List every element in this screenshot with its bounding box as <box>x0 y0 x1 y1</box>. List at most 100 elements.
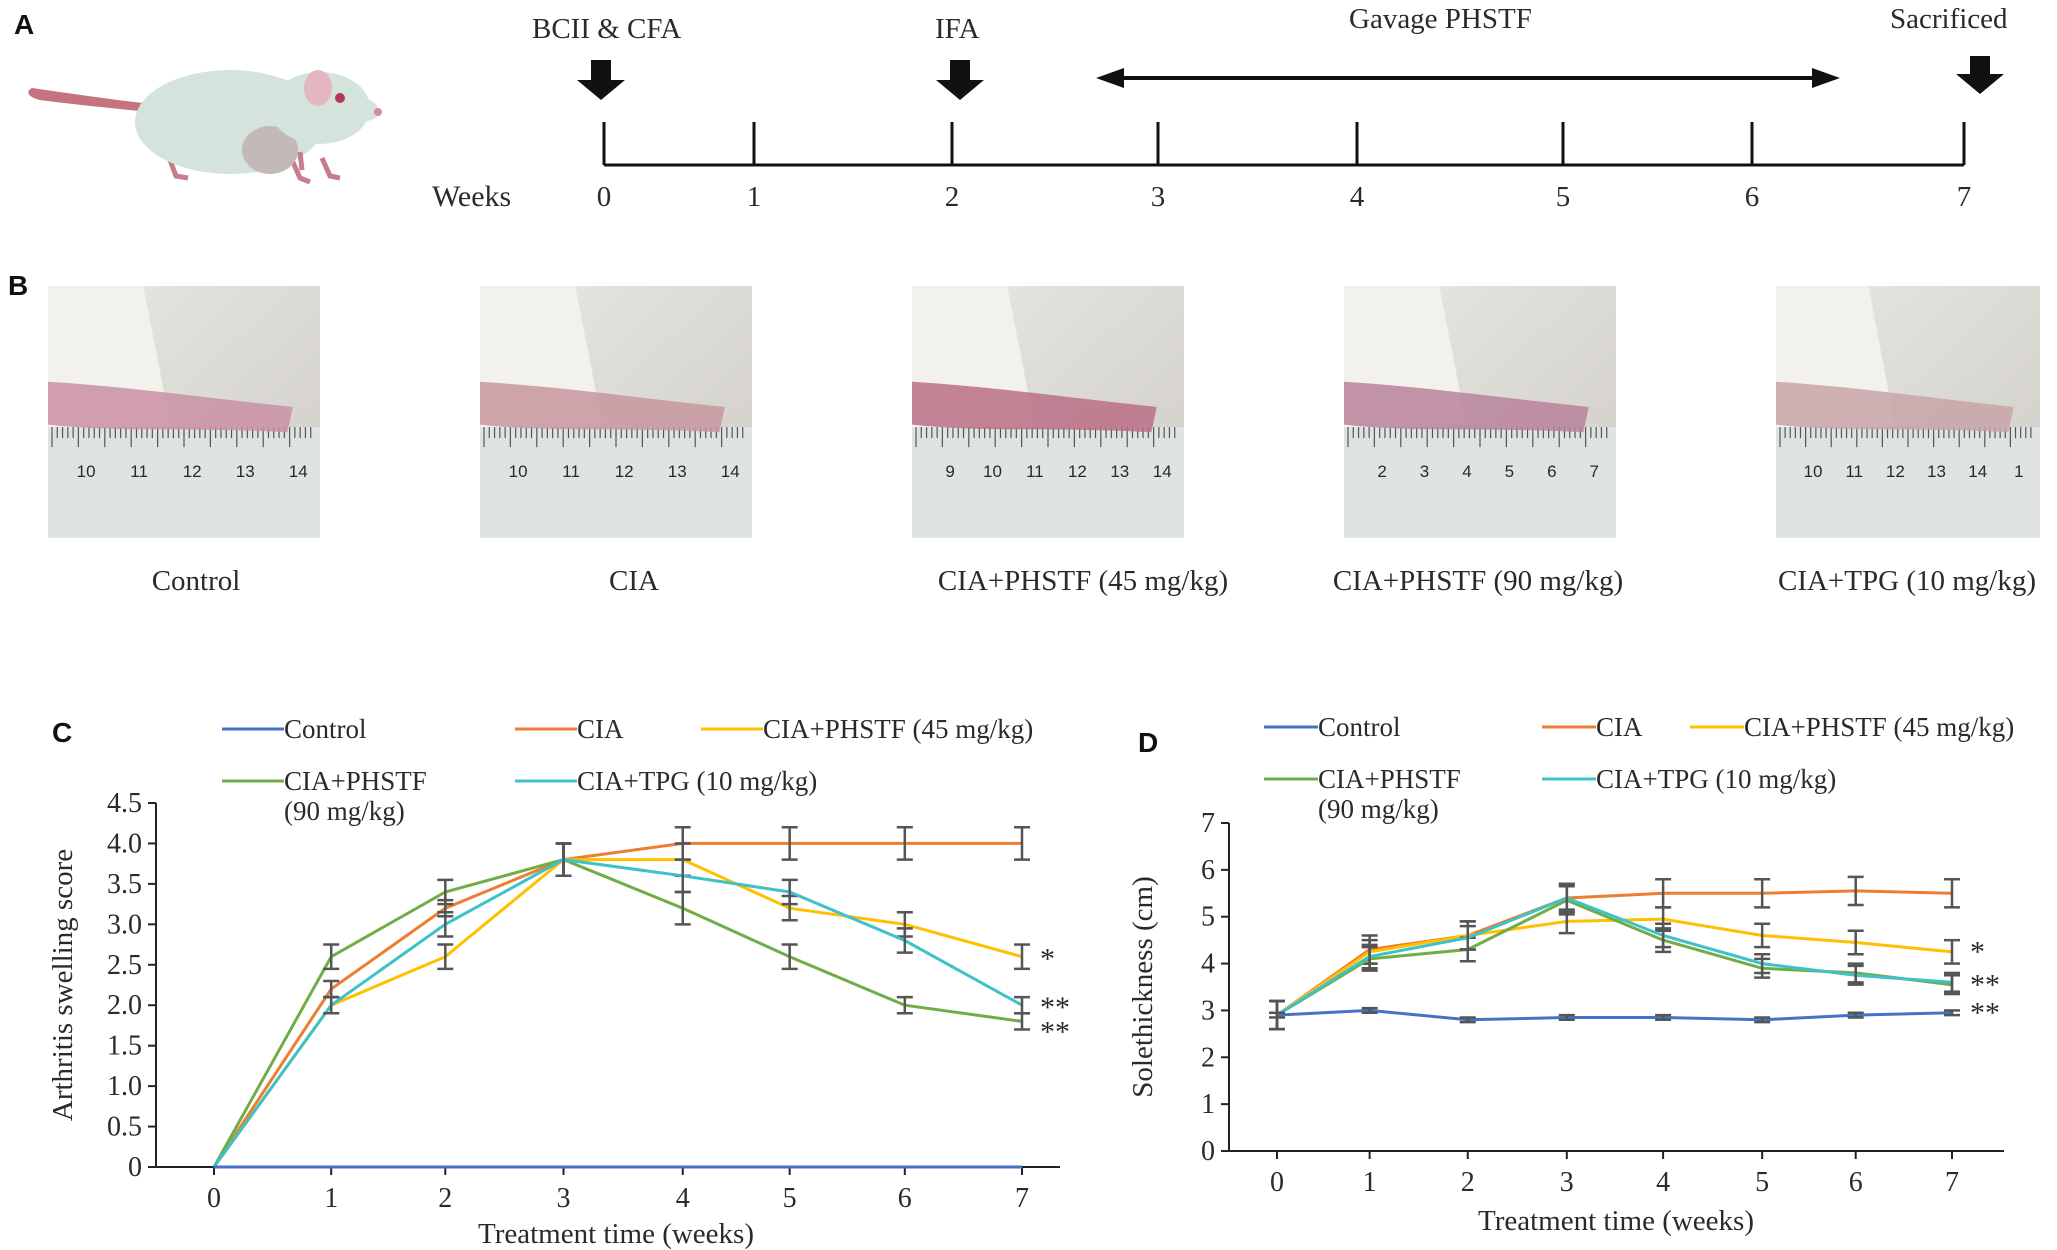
arrow-down-icon-immunization <box>577 60 625 100</box>
ruler-number: 1 <box>2014 462 2023 481</box>
arrow-down-icon-end <box>1956 56 2004 94</box>
timeline-tick-label: 1 <box>747 181 762 213</box>
ruler-number: 12 <box>1068 462 1087 481</box>
series-line <box>212 858 1023 1168</box>
ruler-number: 4 <box>1462 462 1471 481</box>
x-tick-label: 4 <box>676 1183 690 1214</box>
series-line <box>1276 1008 1953 1022</box>
y-tick-label: 1.0 <box>107 1071 142 1102</box>
y-tick-label: 5 <box>1201 902 1215 933</box>
ruler-number: 11 <box>562 462 580 481</box>
error-bar <box>1944 877 1960 909</box>
x-tick-label: 0 <box>1270 1167 1284 1198</box>
ruler-number: 12 <box>615 462 634 481</box>
error-bar <box>1014 826 1030 861</box>
error-bar <box>1014 995 1030 1015</box>
ruler-number: 13 <box>1927 462 1946 481</box>
event-booster-label: IFA <box>935 13 980 45</box>
ruler-number: 12 <box>1886 462 1905 481</box>
ruler-number: 3 <box>1420 462 1429 481</box>
arrow-down-icon-booster <box>936 60 984 100</box>
paw-photo: 10 11 12 13 14 Control <box>48 286 320 597</box>
y-axis-title: Arthritis swelling score <box>47 849 79 1121</box>
y-tick-label: 0 <box>1201 1136 1215 1167</box>
error-bar <box>555 842 572 878</box>
y-tick-label: 0 <box>128 1152 142 1183</box>
y-tick-label: 2.5 <box>107 950 142 981</box>
error-bar <box>437 878 454 906</box>
legend-label: CIA <box>1596 712 1643 742</box>
weeks-label: Weeks <box>432 180 511 213</box>
panel-c: C 0 0.5 1.0 1.5 2.0 2.5 3.0 3.5 4.0 4.5 0 1 2 3 4 5 6 7 Tr… <box>47 714 1070 1250</box>
ruler-number: 7 <box>1590 462 1599 481</box>
error-bar <box>1754 1016 1771 1024</box>
significance-marker: * <box>1970 936 1985 969</box>
legend-label: CIA+TPG (10 mg/kg) <box>577 766 817 796</box>
ruler-number: 2 <box>1377 462 1386 481</box>
error-bar <box>1847 929 1864 956</box>
panel-label-c: C <box>52 717 72 748</box>
timeline-tick-label: 2 <box>945 181 960 213</box>
error-bar <box>674 890 691 926</box>
error-bar <box>1459 924 1476 951</box>
ruler-number: 13 <box>236 462 255 481</box>
legend-label: CIA+TPG (10 mg/kg) <box>1596 764 1836 794</box>
legend: Control CIA CIA+PHSTF (45 mg/kg) CIA+PHSTF(… <box>222 714 1033 826</box>
rat-illustration <box>28 70 382 185</box>
photo-caption: CIA+PHSTF (45 mg/kg) <box>938 565 1228 597</box>
panel-label-a: A <box>14 9 34 40</box>
error-bar <box>1754 877 1771 909</box>
paw-photo: 10 11 12 13 14 CIA <box>480 286 752 597</box>
y-tick-label: 3 <box>1201 995 1215 1026</box>
y-tick-label: 1.5 <box>107 1031 142 1062</box>
error-bar <box>1558 882 1575 914</box>
timeline-tick-label: 0 <box>597 181 612 213</box>
ruler-number: 10 <box>509 462 528 481</box>
error-bar <box>1014 943 1030 971</box>
error-bar <box>1944 1009 1960 1017</box>
timeline-tick-label: 3 <box>1151 181 1166 213</box>
paw-photo: 9 10 11 12 13 14 CIA+PHSTF (45 mg/kg) <box>912 286 1228 597</box>
error-bar <box>781 878 798 906</box>
panel-label-b: B <box>8 270 28 301</box>
ruler-number: 5 <box>1505 462 1514 481</box>
legend-label: CIA+PHSTF (45 mg/kg) <box>763 714 1033 744</box>
error-bar <box>1847 875 1864 907</box>
x-tick-label: 1 <box>1363 1167 1377 1198</box>
ruler-number: 13 <box>1110 462 1129 481</box>
paw-photo: 2 3 4 5 6 7 CIA+PHSTF (90 mg/kg) <box>1333 286 1623 597</box>
error-bar <box>1361 943 1378 970</box>
ruler-number: 14 <box>289 462 308 481</box>
ruler-number: 14 <box>721 462 740 481</box>
x-tick-label: 3 <box>557 1183 571 1214</box>
x-tick-label: 7 <box>1015 1183 1029 1214</box>
timeline-tick-label: 6 <box>1745 181 1760 213</box>
ruler-number: 14 <box>1968 462 1987 481</box>
x-tick-label: 6 <box>898 1183 912 1214</box>
error-bar <box>674 858 691 894</box>
x-tick-label: 0 <box>207 1183 221 1214</box>
legend-label: Control <box>284 714 367 744</box>
error-bar <box>1269 1011 1285 1019</box>
error-bar <box>781 943 798 971</box>
paw-shape <box>912 381 1157 433</box>
panel-d: D 0 1 2 3 4 5 6 7 0 1 2 3 4 5 6 7 Treatment time (weeks)… <box>1127 712 2014 1237</box>
y-tick-label: 6 <box>1201 855 1215 886</box>
error-bar <box>323 943 340 971</box>
paw-shape <box>48 381 293 433</box>
y-tick-label: 2.0 <box>107 990 142 1021</box>
error-bar <box>896 927 913 954</box>
x-tick-label: 2 <box>438 1183 452 1214</box>
x-tick-label: 1 <box>324 1183 338 1214</box>
ruler-number: 11 <box>130 462 148 481</box>
error-bar <box>1847 1011 1864 1019</box>
error-bar <box>896 995 913 1015</box>
error-bar <box>896 826 913 861</box>
ruler-number: 13 <box>668 462 687 481</box>
timeline-tick-label: 4 <box>1350 181 1365 213</box>
event-end-label: Sacrificed <box>1890 3 2008 35</box>
event-treatment-label: Gavage PHSTF <box>1349 3 1532 35</box>
series-line <box>212 858 1023 1168</box>
paw-shape <box>1344 381 1589 433</box>
